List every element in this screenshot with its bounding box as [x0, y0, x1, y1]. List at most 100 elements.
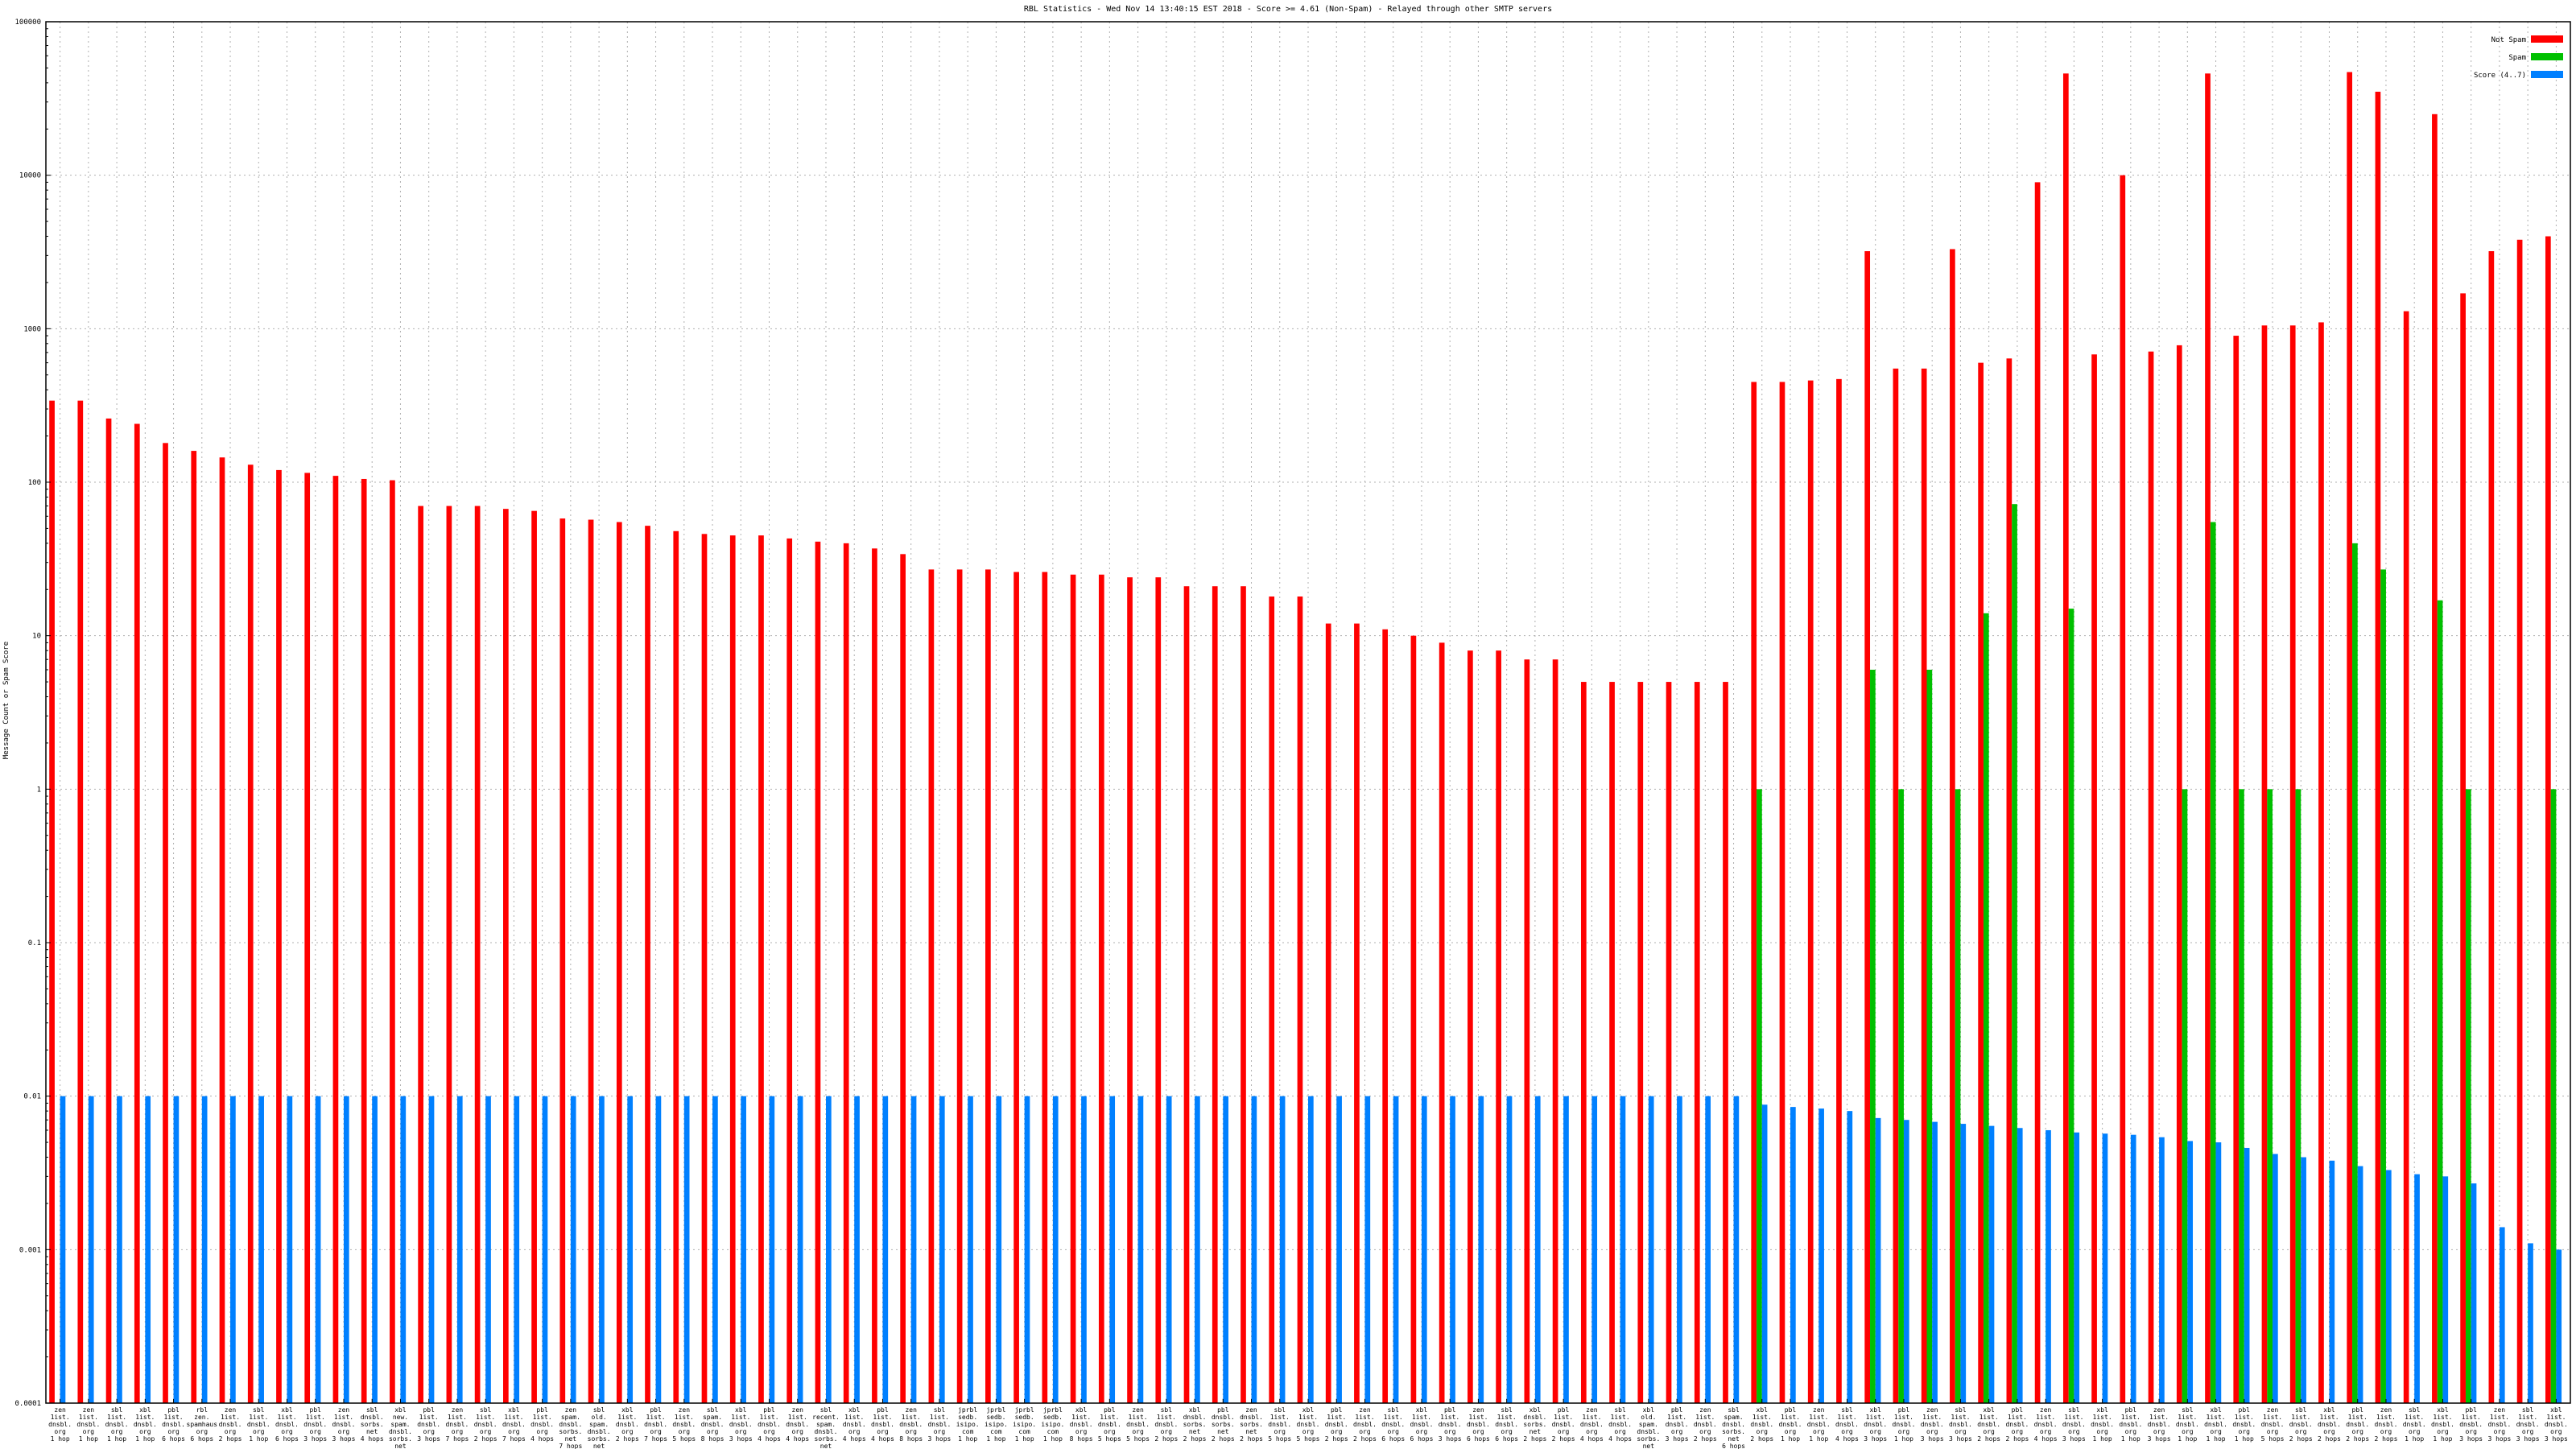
- legend: Not Spam Spam Score (4..7): [2474, 35, 2563, 80]
- x-tick-label: sbl 1ist. dnsbl. org 1 hop: [2403, 1406, 2426, 1443]
- bar-not-spam: [2034, 182, 2041, 1403]
- bar-not-spam: [247, 464, 254, 1403]
- x-tick-label: zen 1ist. dnsbl. org 2 hops: [2375, 1406, 2398, 1443]
- bar-score: [230, 1096, 236, 1403]
- legend-swatch: [2531, 71, 2563, 78]
- bar-score: [145, 1096, 151, 1403]
- bar-score: [1506, 1096, 1513, 1403]
- bar-not-spam: [729, 535, 736, 1403]
- bar-score: [514, 1096, 520, 1403]
- bar-not-spam: [1751, 382, 1757, 1404]
- x-tick-label: xbl 1ist. dnsbl. org 6 hops: [275, 1406, 299, 1443]
- x-tick-label: pbl 1ist. dnsbl. org 6 hops: [162, 1406, 185, 1443]
- bar-score: [655, 1096, 662, 1403]
- bar-spam: [1898, 789, 1904, 1403]
- bar-score: [1677, 1096, 1682, 1403]
- bar-not-spam: [1325, 623, 1331, 1403]
- bar-not-spam: [1950, 249, 1955, 1404]
- bar-spam: [1926, 669, 1933, 1403]
- bar-spam: [2012, 504, 2017, 1404]
- bar-score: [2329, 1160, 2335, 1403]
- x-tick-label: sbl 1ist. dnsbl. org 5 hops: [1268, 1406, 1291, 1443]
- bar-not-spam: [163, 443, 168, 1403]
- bar-score: [1705, 1096, 1711, 1403]
- bar-not-spam: [1836, 378, 1842, 1404]
- x-tick-label: pbl 1ist. dnsbl. org 1 hop: [2119, 1406, 2142, 1443]
- x-tick-label: zen 1ist. dnsbl. org 3 hops: [2148, 1406, 2171, 1443]
- bar-not-spam: [1382, 629, 1389, 1403]
- bar-not-spam: [2318, 322, 2324, 1403]
- bar-score: [2102, 1133, 2108, 1403]
- x-tick-label: xbl 1ist. dnsbl. org 5 hops: [1297, 1406, 1320, 1443]
- bar-score: [2074, 1132, 2080, 1403]
- y-tick-label: 10000: [19, 172, 41, 180]
- bar-not-spam: [105, 418, 112, 1403]
- bar-spam: [2352, 543, 2358, 1403]
- bar-score: [1166, 1096, 1172, 1403]
- x-tick-label: sbl 1ist. dnsbl. org 3 hops: [2062, 1406, 2086, 1443]
- x-tick-label: zen 1ist. dnsbl. org 3 hops: [2487, 1406, 2511, 1443]
- bar-not-spam: [2347, 72, 2353, 1403]
- bar-score: [2442, 1176, 2449, 1403]
- x-tick-label: xbl 1ist. dnsbl. org 2 hops: [616, 1406, 639, 1443]
- bar-not-spam: [673, 530, 679, 1404]
- y-tick-label: 1: [37, 786, 41, 794]
- bar-score: [2159, 1137, 2165, 1403]
- x-tick-label: pbl 1ist. dnsbl. org 7 hops: [644, 1406, 667, 1443]
- x-tick-label: sbl 1ist. dnsbl. org 2 hops: [1154, 1406, 1178, 1443]
- chart-title: RBL Statistics - Wed Nov 14 13:40:15 EST…: [1024, 5, 1552, 14]
- bar-not-spam: [2205, 73, 2211, 1404]
- bar-score: [1052, 1096, 1059, 1403]
- x-tick-label: xbl 1ist. dnsbl. org 3 hops: [729, 1406, 753, 1443]
- bar-not-spam: [1524, 659, 1530, 1403]
- bar-not-spam: [645, 526, 650, 1403]
- x-tick-label: zen 1ist. dnsbl. org 7 hops: [445, 1406, 469, 1443]
- bar-score: [88, 1096, 94, 1403]
- bar-score: [2414, 1174, 2420, 1403]
- x-tick-label: xbl 1ist. dnsbl. org 7 hops: [502, 1406, 526, 1443]
- x-tick-label: pbl 1ist. dnsbl. org 5 hops: [1098, 1406, 1121, 1443]
- x-tick-label: sbl 1ist. dnsbl. org 1 hop: [2176, 1406, 2199, 1443]
- bar-score: [1761, 1104, 1768, 1403]
- bar-spam: [2182, 789, 2188, 1403]
- bar-not-spam: [815, 541, 821, 1403]
- bar-score: [485, 1096, 491, 1403]
- bar-spam: [2437, 600, 2443, 1403]
- bar-not-spam: [1098, 574, 1104, 1404]
- bar-score: [456, 1096, 463, 1403]
- bar-not-spam: [588, 519, 594, 1403]
- bar-score: [1733, 1096, 1740, 1403]
- x-tick-label: zen 1ist. dnsbl. org 1 hop: [1807, 1406, 1831, 1443]
- x-tick-label: zen 1ist. dnsbl. org 2 hops: [1694, 1406, 1717, 1443]
- bar-not-spam: [134, 423, 140, 1404]
- bar-not-spam: [2460, 293, 2466, 1403]
- bar-not-spam: [2432, 114, 2438, 1404]
- bar-not-spam: [531, 510, 537, 1404]
- bar-score: [117, 1096, 122, 1403]
- bar-spam: [2380, 569, 2386, 1404]
- x-tick-label: sbl 1ist. dnsbl. org 4 hops: [1835, 1406, 1859, 1443]
- x-tick-label: pbl 1ist. dnsbl. org 4 hops: [530, 1406, 554, 1443]
- bar-score: [1932, 1121, 1938, 1403]
- x-tick-label: sbl 1ist. dnsbl. org 4 hops: [1608, 1406, 1632, 1443]
- y-tick-label: 10: [32, 633, 41, 641]
- x-tick-label: zen 1ist. dnsbl. org 2 hops: [219, 1406, 242, 1443]
- x-tick-label: pbl 1ist. dnsbl. org 4 hops: [758, 1406, 781, 1443]
- bar-not-spam: [2062, 73, 2069, 1404]
- x-tick-label: xbl dnsbl. sorbs. net 2 hops: [1523, 1406, 1546, 1443]
- bar-not-spam: [2120, 175, 2126, 1404]
- bar-not-spam: [985, 569, 991, 1404]
- bar-not-spam: [843, 543, 849, 1403]
- bars: [49, 72, 2562, 1404]
- bar-not-spam: [1042, 572, 1048, 1403]
- bar-score: [1308, 1096, 1314, 1403]
- x-tick-label: pbl 1ist. dnsbl. org 3 hops: [1666, 1406, 1689, 1443]
- x-tick-label: jprbl sedb. isipo. com 1 hop: [956, 1406, 980, 1443]
- bar-not-spam: [1552, 659, 1558, 1403]
- x-tick-label: pbl 1ist. dnsbl. org 1 hop: [1893, 1406, 1916, 1443]
- bar-not-spam: [758, 535, 764, 1403]
- x-tick-label: sbl 1ist. dnsbl. org 1 hop: [105, 1406, 129, 1443]
